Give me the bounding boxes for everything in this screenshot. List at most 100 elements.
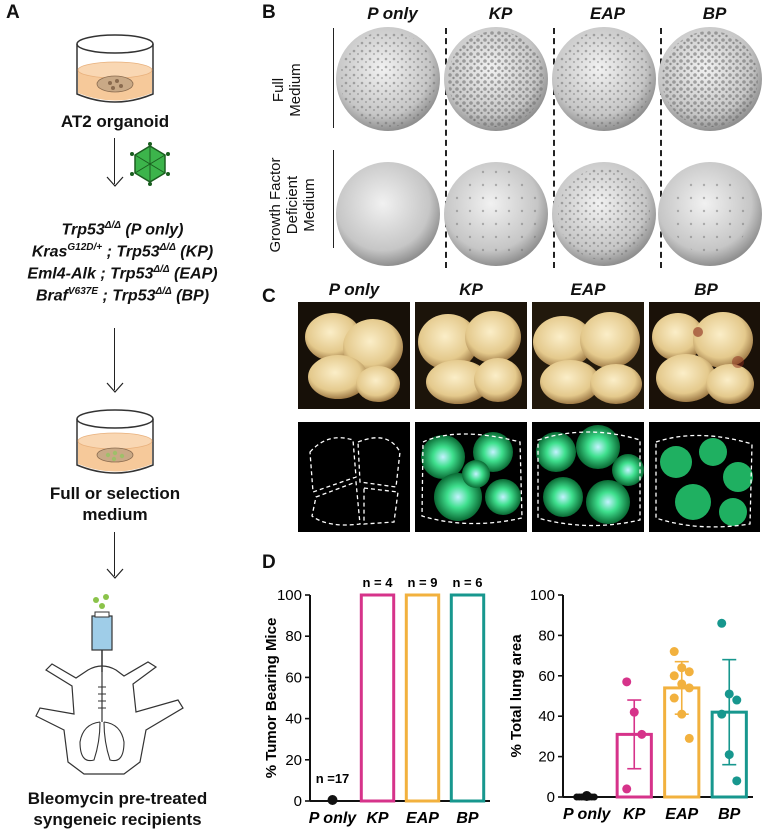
y-tick-label: 60 xyxy=(538,668,555,685)
lung-area-chart: 0 20 40 60 80 100 % Total lung area P only KP EAP… xyxy=(508,587,753,823)
data-point xyxy=(669,693,679,703)
n-annotation: n =17 xyxy=(316,771,350,786)
row-label-gf-line2: Deficient xyxy=(284,175,301,235)
y-tick-label: 0 xyxy=(547,789,555,806)
arrow-3-head xyxy=(106,568,124,579)
y-tick-label: 40 xyxy=(538,708,555,725)
well-gf-p-only xyxy=(336,162,440,266)
data-point xyxy=(717,618,727,628)
data-point xyxy=(732,695,742,705)
bar-p-only xyxy=(327,795,338,805)
y-tick-label: 40 xyxy=(285,711,302,728)
recipient-line1: Bleomycin pre-treated xyxy=(27,789,208,808)
data-point xyxy=(590,793,598,801)
organoid-well-grid xyxy=(336,27,762,266)
col-header-b-eap: EAP xyxy=(590,4,625,23)
row-divider-full xyxy=(333,28,334,128)
well-full-eap xyxy=(552,27,656,131)
well-gf-bp xyxy=(658,162,762,266)
col-divider-1 xyxy=(445,28,447,268)
medium-label-line2: medium xyxy=(82,505,148,524)
y-tick-label: 100 xyxy=(530,587,555,604)
recipient-line2: syngeneic recipients xyxy=(33,810,202,829)
col-header-c-bp: BP xyxy=(694,280,718,299)
mouse-transplant-icon xyxy=(35,594,184,775)
x-tick-label: EAP xyxy=(665,806,698,823)
y-tick-label: 80 xyxy=(538,627,555,644)
row-divider-gf xyxy=(333,150,334,248)
row-label-gf-line1: Growth Factor xyxy=(267,157,284,253)
col-divider-3 xyxy=(660,28,662,268)
x-tick-label: KP xyxy=(366,810,389,827)
genotype-bp: BrafV637E ; Trp53Δ/Δ (BP) xyxy=(35,286,210,305)
arrow-2 xyxy=(114,328,115,390)
x-tick-label: P only xyxy=(563,806,612,823)
y-tick-label: 60 xyxy=(285,669,302,686)
panel-label-a: A xyxy=(6,2,20,23)
col-header-b-kp: KP xyxy=(488,4,513,23)
x-tick-label: BP xyxy=(456,810,479,827)
x-tick-label: KP xyxy=(623,806,646,823)
y-tick-label: 0 xyxy=(294,793,302,810)
lung-fluor-bp xyxy=(649,422,760,532)
well-full-p-only xyxy=(336,27,440,131)
panel-label-d: D xyxy=(262,552,276,573)
data-point xyxy=(724,750,734,760)
bar-kp xyxy=(359,593,396,803)
col-header-c-kp: KP xyxy=(459,280,483,299)
data-point xyxy=(622,677,632,687)
lung-bright-p-only xyxy=(298,302,410,409)
panel-label-c: C xyxy=(262,286,276,307)
data-point xyxy=(732,776,742,786)
y-tick-label: 20 xyxy=(538,749,555,766)
data-point xyxy=(677,709,687,719)
data-point xyxy=(629,707,639,717)
genotype-eap: Eml4-Alk ; Trp53Δ/Δ (EAP) xyxy=(27,264,218,283)
x-tick-label: BP xyxy=(718,806,741,823)
lung-fluor-p-only xyxy=(298,422,410,532)
n-annotation: n = 9 xyxy=(408,575,438,590)
organoid-dish-icon xyxy=(76,34,154,103)
y-axis-label: % Tumor Bearing Mice xyxy=(263,618,280,779)
n-annotation: n = 4 xyxy=(363,575,394,590)
data-point xyxy=(684,683,694,693)
genotype-kp: KrasG12D/+ ; Trp53Δ/Δ (KP) xyxy=(31,242,214,261)
medium-label-line1: Full or selection xyxy=(49,484,181,503)
data-point xyxy=(684,733,694,743)
col-header-c-eap: EAP xyxy=(570,280,606,299)
lung-fluor-eap xyxy=(532,422,644,532)
row-label-gf-line3: Medium xyxy=(301,178,318,232)
y-tick-label: 100 xyxy=(277,587,302,604)
y-axis-label: % Total lung area xyxy=(508,634,525,758)
genotype-p-only: Trp53Δ/Δ (P only) xyxy=(61,220,184,239)
col-header-c-p-only: P only xyxy=(328,280,380,299)
row-label-gf-deficient: Growth Factor Deficient Medium xyxy=(267,147,321,263)
data-point xyxy=(669,671,679,681)
lung-image-grid xyxy=(298,302,760,532)
y-tick-label: 80 xyxy=(285,628,302,645)
data-point xyxy=(677,663,687,673)
lung-bright-eap xyxy=(532,302,644,409)
arrow-1-head xyxy=(106,176,124,187)
genotype-list: Trp53Δ/Δ (P only) KrasG12D/+ ; Trp53Δ/Δ … xyxy=(10,220,235,308)
row-label-full-line2: Medium xyxy=(287,63,304,117)
bar-eap xyxy=(404,593,441,803)
panel-label-b: B xyxy=(262,2,276,23)
y-tick-label: 20 xyxy=(285,752,302,769)
organoid-label: AT2 organoid xyxy=(60,112,170,131)
x-tick-label: P only xyxy=(309,810,358,827)
data-point xyxy=(717,709,727,719)
virus-icon xyxy=(130,142,170,186)
arrow-2-head xyxy=(106,382,124,393)
row-label-full-line1: Full xyxy=(270,77,287,103)
tumor-bearing-chart: 0 20 40 60 80 100 % Tumor Bearing Mice P only n … xyxy=(263,575,490,827)
well-full-kp xyxy=(444,27,548,131)
bar-bp xyxy=(449,593,486,803)
data-point xyxy=(724,689,734,699)
data-point xyxy=(677,679,687,689)
selection-dish-icon xyxy=(76,409,154,474)
arrow-1 xyxy=(114,138,115,184)
well-gf-eap xyxy=(552,162,656,266)
well-gf-kp xyxy=(444,162,548,266)
lung-bright-kp xyxy=(415,302,527,409)
